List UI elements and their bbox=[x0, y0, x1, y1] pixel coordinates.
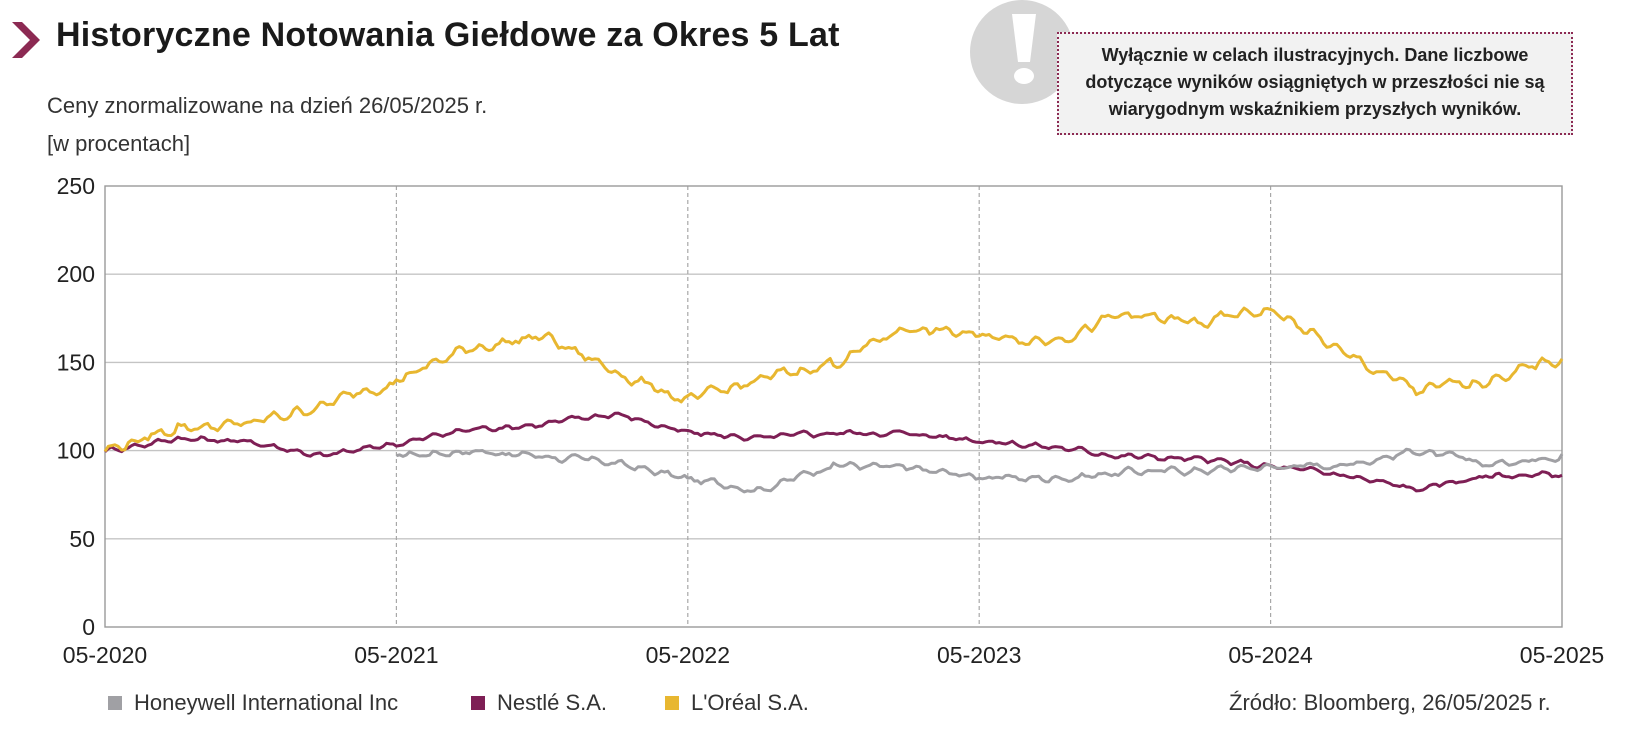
unit-label: [w procentach] bbox=[47, 131, 191, 156]
legend-swatch-nestle bbox=[471, 696, 485, 710]
legend-label-honeywell: Honeywell International Inc bbox=[134, 690, 399, 715]
disclaimer-box: Wyłącznie w celach ilustracyjnych. Dane … bbox=[1057, 32, 1573, 135]
y-tick-label: 0 bbox=[82, 614, 95, 640]
x-tick-label: 05-2022 bbox=[646, 642, 730, 668]
legend-swatch-loreal bbox=[665, 696, 679, 710]
chevron-right-icon bbox=[12, 22, 40, 58]
y-tick-label: 150 bbox=[57, 349, 95, 375]
legend-item-honeywell: Honeywell International Inc bbox=[108, 690, 398, 716]
line-chart: 0 50 100 150 200 250 05-2020 05-2021 05-2022 05-2… bbox=[57, 173, 1605, 668]
y-tick-label: 200 bbox=[57, 261, 95, 287]
source-note: Źródło: Bloomberg, 26/05/2025 r. bbox=[1229, 690, 1551, 715]
series-line-loreal bbox=[103, 306, 1564, 453]
y-tick-label: 50 bbox=[69, 526, 95, 552]
legend-item-loreal: L'Oréal S.A. bbox=[665, 690, 809, 716]
legend-label-nestle: Nestlé S.A. bbox=[497, 690, 608, 715]
page-title: Historyczne Notowania Giełdowe za Okres … bbox=[56, 16, 840, 54]
y-tick-label: 250 bbox=[57, 173, 95, 199]
series-line-nestle bbox=[103, 411, 1563, 493]
x-tick-label: 05-2020 bbox=[63, 642, 147, 668]
x-tick-label: 05-2023 bbox=[937, 642, 1021, 668]
legend-swatch-honeywell bbox=[108, 696, 122, 710]
plot-frame bbox=[104, 185, 1563, 628]
x-tick-label: 05-2021 bbox=[354, 642, 438, 668]
x-tick-label: 05-2024 bbox=[1228, 642, 1313, 668]
series-line-honeywell bbox=[396, 447, 1564, 494]
legend-item-nestle: Nestlé S.A. bbox=[471, 690, 607, 716]
x-tick-label: 05-2025 bbox=[1520, 642, 1604, 668]
chart-subtitle: Ceny znormalizowane na dzień 26/05/2025 … bbox=[47, 93, 488, 118]
y-tick-label: 100 bbox=[57, 438, 95, 464]
legend-label-loreal: L'Oréal S.A. bbox=[691, 690, 809, 715]
exclamation-icon bbox=[970, 0, 1074, 104]
